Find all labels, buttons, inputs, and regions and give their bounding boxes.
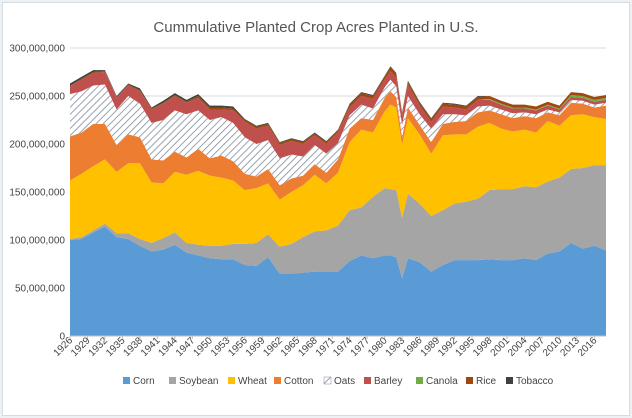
y-tick-label: 150,000,000 bbox=[9, 188, 65, 199]
legend-swatch bbox=[228, 377, 235, 384]
y-tick-label: 100,000,000 bbox=[9, 236, 65, 247]
area-soybean bbox=[70, 165, 606, 279]
legend-label: Tobacco bbox=[516, 376, 554, 387]
chart-title: Cummulative Planted Crop Acres Planted i… bbox=[153, 19, 478, 36]
legend-swatch bbox=[416, 377, 423, 384]
legend-swatch bbox=[364, 377, 371, 384]
legend-item-barley: Barley bbox=[364, 376, 402, 387]
legend-swatch bbox=[169, 377, 176, 384]
legend-label: Canola bbox=[426, 376, 458, 387]
legend-item-canola: Canola bbox=[416, 376, 458, 387]
legend-label: Rice bbox=[476, 376, 496, 387]
area-barley bbox=[70, 71, 606, 159]
legend-label: Corn bbox=[133, 376, 155, 387]
legend-label: Wheat bbox=[238, 376, 267, 387]
y-tick-label: 300,000,000 bbox=[9, 44, 65, 55]
legend-swatch bbox=[323, 376, 332, 385]
area-corn bbox=[70, 226, 606, 336]
area-oats bbox=[70, 79, 606, 186]
legend-label: Oats bbox=[334, 376, 355, 387]
legend-item-cotton: Cotton bbox=[274, 376, 313, 387]
y-tick-label: 200,000,000 bbox=[9, 140, 65, 151]
x-axis-ticks: 1926192919321935193819411944194719501953… bbox=[52, 335, 600, 359]
legend-swatch bbox=[466, 377, 473, 384]
legend-item-soybean: Soybean bbox=[169, 376, 218, 387]
legend-swatch bbox=[506, 377, 513, 384]
area-wheat bbox=[70, 104, 606, 247]
legend-item-tobacco: Tobacco bbox=[506, 376, 554, 387]
legend: Corn Soybean Wheat Cotton Oats Barley Canola Ri… bbox=[123, 376, 554, 387]
area-cotton bbox=[70, 91, 606, 200]
stacked-areas bbox=[70, 66, 606, 336]
legend-label: Soybean bbox=[179, 376, 218, 387]
y-tick-label: 50,000,000 bbox=[15, 284, 65, 295]
legend-swatch bbox=[123, 377, 130, 384]
legend-item-oats: Oats bbox=[323, 376, 355, 387]
y-axis-ticks: 0 50,000,000 100,000,000 150,000,000 200,000… bbox=[9, 44, 65, 343]
legend-item-corn: Corn bbox=[123, 376, 155, 387]
y-tick-label: 0 bbox=[59, 332, 65, 343]
legend-swatch bbox=[274, 377, 281, 384]
legend-label: Barley bbox=[374, 376, 402, 387]
y-tick-label: 250,000,000 bbox=[9, 92, 65, 103]
legend-item-wheat: Wheat bbox=[228, 376, 267, 387]
x-tick-label: 2016 bbox=[576, 335, 600, 359]
legend-item-rice: Rice bbox=[466, 376, 496, 387]
legend-label: Cotton bbox=[284, 376, 313, 387]
